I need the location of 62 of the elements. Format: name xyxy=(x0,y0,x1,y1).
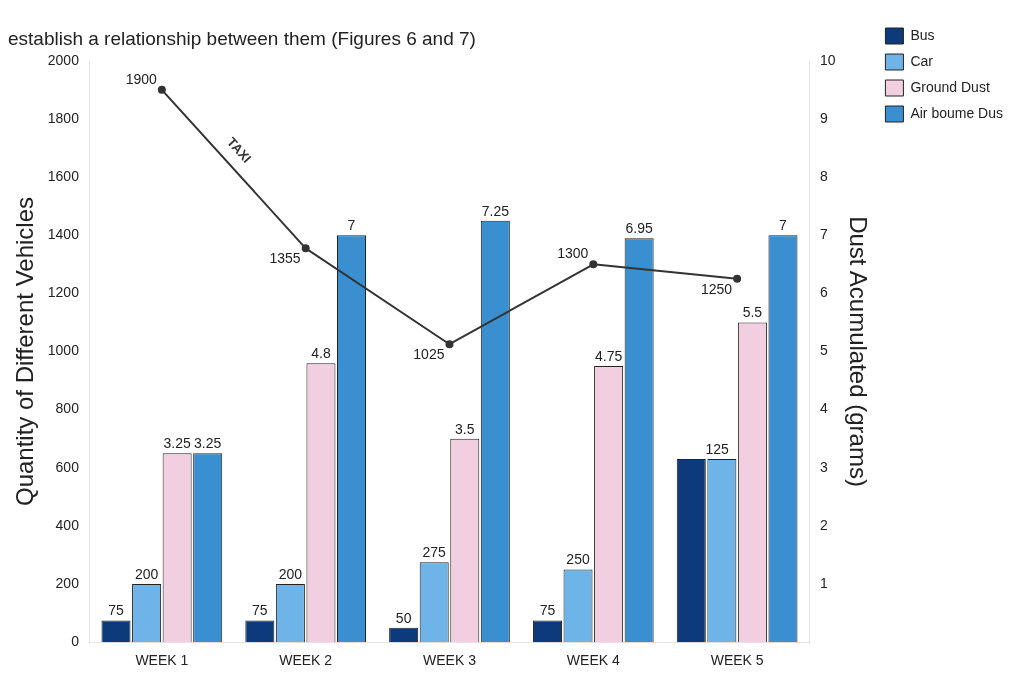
x-tick-label: WEEK 2 xyxy=(279,652,333,669)
x-tick-label: WEEK 3 xyxy=(423,652,477,669)
data-label: 3.5 xyxy=(455,420,475,437)
y2-tick-label: 10 xyxy=(820,51,836,68)
data-label: 250 xyxy=(566,551,590,568)
y2-tick-label: 4 xyxy=(820,400,829,417)
data-label: 1025 xyxy=(413,346,445,363)
x-tick-label: WEEK 5 xyxy=(710,652,764,669)
data-label: 200 xyxy=(278,565,303,582)
x-tick-label: WEEK 1 xyxy=(135,652,189,669)
point xyxy=(589,260,598,269)
y-axis-title: Quantity of Different Vehicles xyxy=(11,196,39,507)
legend-label: Ground Dust xyxy=(910,78,990,95)
legend-label: Car xyxy=(910,52,934,69)
y-tick-label: 200 xyxy=(55,574,80,591)
y2-tick-label: 1 xyxy=(820,574,829,591)
data-label: 75 xyxy=(539,602,556,619)
y-tick-label: 1800 xyxy=(47,109,80,126)
point xyxy=(301,244,310,253)
y2-tick-label: 2 xyxy=(820,516,829,533)
y2-axis-title: Dust Acumulated (grams) xyxy=(845,216,873,487)
data-label: 6.95 xyxy=(625,219,653,236)
y-tick-label: 1400 xyxy=(47,226,80,243)
data-label: 7.25 xyxy=(481,202,510,219)
data-label: 4.8 xyxy=(311,344,331,361)
data-label: 7 xyxy=(779,217,788,234)
legend-label: Bus xyxy=(910,26,935,43)
y-tick-label: 2000 xyxy=(47,51,80,68)
y-tick-label: 800 xyxy=(55,400,80,417)
data-label: 1900 xyxy=(125,70,158,87)
data-label: 7 xyxy=(347,217,356,234)
y-tick-label: 1000 xyxy=(47,342,80,359)
data-label: 50 xyxy=(395,609,412,626)
chart-title: establish a relationship between them (Figures 6 and 7) xyxy=(8,27,476,49)
legend-label: Air boume Dus xyxy=(910,104,1003,121)
y-tick-label: 0 xyxy=(71,633,80,650)
point xyxy=(445,340,454,349)
y-tick-label: 600 xyxy=(55,458,80,475)
y2-tick-label: 3 xyxy=(820,458,829,475)
annotation: 125 xyxy=(705,440,730,457)
data-label: 200 xyxy=(134,565,159,582)
y2-tick-label: 8 xyxy=(820,167,829,184)
data-label: 5.5 xyxy=(742,304,763,321)
point xyxy=(733,274,742,283)
data-label: 1300 xyxy=(557,245,589,262)
y2-tick-label: 6 xyxy=(820,284,829,301)
data-label: 75 xyxy=(252,602,268,619)
y-tick-label: 1200 xyxy=(47,284,80,301)
data-label: 1250 xyxy=(700,280,733,297)
data-label: 75 xyxy=(108,602,125,619)
y-tick-label: 1600 xyxy=(47,167,80,184)
data-label: 3.25 xyxy=(194,435,222,452)
data-label: 4.75 xyxy=(594,347,623,364)
y-tick-label: 400 xyxy=(55,516,80,533)
y2-tick-label: 5 xyxy=(820,342,829,359)
point xyxy=(157,85,166,94)
data-label: 3.25 xyxy=(163,435,191,452)
data-label: 275 xyxy=(422,544,447,561)
x-tick-label: WEEK 4 xyxy=(566,652,620,669)
data-label: 1355 xyxy=(269,250,301,267)
y2-tick-label: 9 xyxy=(820,109,829,126)
y2-tick-label: 7 xyxy=(820,226,829,243)
